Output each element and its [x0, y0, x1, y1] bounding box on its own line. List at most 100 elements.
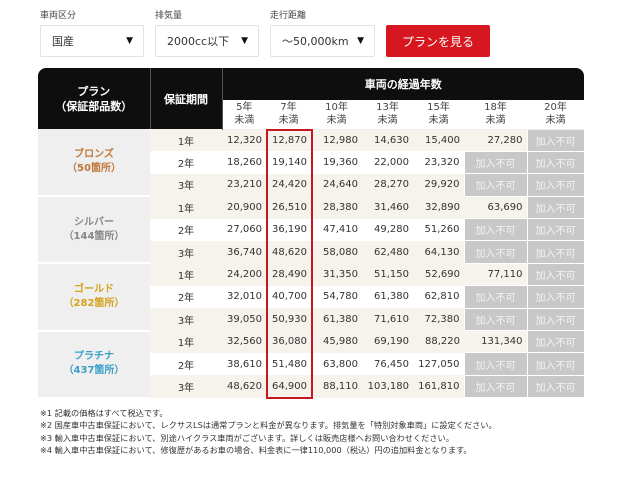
- view-plan-button[interactable]: プランを見る: [386, 25, 490, 57]
- price-cell: 12,980: [311, 129, 362, 152]
- year-line1: 10年: [325, 102, 348, 114]
- plan-name: ブロンズ: [74, 149, 114, 161]
- not-available-cell: 加入不可: [526, 307, 585, 332]
- price-cell: 12,870: [266, 129, 311, 152]
- not-available-cell: 加入不可: [463, 240, 528, 264]
- price-cell: 88,110: [311, 375, 362, 398]
- select-value: ～50,000km: [282, 35, 349, 48]
- header-years-title: 車両の経過年数: [222, 68, 585, 100]
- price-cell: 71,610: [362, 308, 413, 331]
- price-cell: 62,810: [413, 285, 464, 309]
- not-available-cell: 加入不可: [526, 173, 585, 197]
- header-period: 保証期間: [150, 68, 223, 129]
- period-cell: 3年: [150, 240, 222, 264]
- year-line2: 未満: [545, 115, 566, 127]
- not-available-cell: 加入不可: [526, 150, 585, 175]
- year-line1: 7年: [280, 102, 297, 114]
- not-available-cell: 加入不可: [463, 285, 528, 309]
- year-line2: 未満: [326, 115, 347, 127]
- filter-vehicle-type: 車両区分 国産 ▼: [40, 9, 144, 57]
- vehicle-type-select[interactable]: 国産 ▼: [40, 25, 144, 57]
- price-cell: 29,920: [413, 173, 464, 197]
- filter-label: 車両区分: [40, 11, 77, 21]
- price-cell: 161,810: [413, 375, 464, 398]
- price-cell: 39,050: [222, 308, 266, 331]
- header-year: 7年 未満: [266, 100, 311, 130]
- header-plan-line2: （保証部品数）: [55, 99, 133, 113]
- table-row: 3年 39,050 50,930 61,380 71,610 72,380 加入不可 加入不可: [38, 307, 585, 332]
- price-cell: 52,690: [413, 263, 464, 286]
- plan-name-cell: プラチナ （437箇所）: [38, 330, 150, 399]
- footnotes: ※1 記載の価格はすべて税込です。 ※2 国産車中古車保証において、レクサスLS…: [40, 407, 497, 457]
- header-plan: プラン （保証部品数）: [38, 68, 151, 129]
- table-row: プラチナ （437箇所） 1年 32,560 36,080 45,980 69,190 88,…: [38, 330, 585, 399]
- plan-name: シルバー: [74, 216, 114, 228]
- price-cell: 23,210: [222, 173, 266, 197]
- not-available-cell: 加入不可: [526, 262, 585, 287]
- price-cell: 28,380: [311, 196, 362, 219]
- table-row: ゴールド （282箇所） 1年 24,200 28,490 31,350 51,150 52,…: [38, 262, 585, 332]
- price-cell: 76,450: [362, 352, 413, 376]
- table-row: 2年 18,260 19,140 19,360 22,000 23,320 加入不可 加入不可: [38, 150, 585, 175]
- price-cell: 27,060: [222, 218, 266, 241]
- price-cell: 72,380: [413, 308, 464, 331]
- plan-name-cell: シルバー （144箇所）: [38, 196, 150, 265]
- not-available-cell: 加入不可: [526, 218, 585, 242]
- price-cell: 32,010: [222, 285, 266, 309]
- chevron-down-icon: ▼: [241, 36, 248, 46]
- year-line1: 15年: [427, 102, 450, 114]
- mileage-select[interactable]: ～50,000km ▼: [270, 25, 375, 57]
- price-cell: 62,480: [362, 240, 413, 264]
- price-cell: 32,890: [413, 196, 464, 219]
- displacement-select[interactable]: 2000cc以下 ▼: [155, 25, 259, 57]
- price-table: プラン （保証部品数） 保証期間 車両の経過年数 5年 未満 7年 未満 10年 未満 13…: [38, 68, 585, 399]
- price-cell: 14,630: [362, 129, 413, 152]
- period-cell: 1年: [150, 263, 222, 286]
- not-available-cell: 加入不可: [463, 150, 528, 175]
- price-cell: 63,800: [311, 352, 362, 376]
- price-cell: 28,270: [362, 173, 413, 197]
- year-line2: 未満: [278, 115, 299, 127]
- price-cell: 58,080: [311, 240, 362, 264]
- price-cell: 22,000: [362, 151, 413, 174]
- not-available-cell: 加入不可: [526, 374, 585, 399]
- period-cell: 2年: [150, 285, 222, 309]
- price-cell: 36,740: [222, 240, 266, 264]
- not-available-cell: 加入不可: [526, 240, 585, 264]
- price-cell: 54,780: [311, 285, 362, 309]
- price-cell: 51,260: [413, 218, 464, 241]
- price-cell: 103,180: [362, 375, 413, 398]
- price-cell: 31,460: [362, 196, 413, 219]
- plan-name: プラチナ: [74, 351, 114, 363]
- filter-label: 排気量: [155, 11, 183, 21]
- price-cell: 27,280: [464, 129, 527, 152]
- select-value: 2000cc以下: [167, 35, 230, 48]
- price-cell: 36,190: [266, 218, 311, 241]
- period-cell: 1年: [150, 129, 222, 152]
- period-cell: 3年: [150, 173, 222, 197]
- price-cell: 38,610: [222, 352, 266, 376]
- period-cell: 2年: [150, 218, 222, 241]
- price-cell: 18,260: [222, 151, 266, 174]
- year-line1: 13年: [376, 102, 399, 114]
- price-cell: 32,560: [222, 330, 266, 353]
- plan-name-cell: ゴールド （282箇所）: [38, 263, 150, 332]
- price-cell: 28,490: [266, 263, 311, 286]
- price-cell: 51,480: [266, 352, 311, 376]
- header-plan-line1: プラン: [77, 84, 111, 98]
- filter-mileage: 走行距離 ～50,000km ▼: [270, 9, 375, 57]
- year-line2: 未満: [485, 115, 506, 127]
- plan-part-count: （282箇所）: [63, 297, 125, 309]
- filter-displacement: 排気量 2000cc以下 ▼: [155, 9, 259, 57]
- price-cell: 50,930: [266, 308, 311, 331]
- price-cell: 49,280: [362, 218, 413, 241]
- year-line2: 未満: [428, 115, 449, 127]
- price-cell: 36,080: [266, 330, 311, 353]
- header-year: 20年 未満: [527, 100, 585, 130]
- not-available-cell: 加入不可: [526, 352, 585, 376]
- price-cell: 45,980: [311, 330, 362, 353]
- not-available-cell: 加入不可: [526, 285, 585, 309]
- price-cell: 51,150: [362, 263, 413, 286]
- price-cell: 48,620: [266, 240, 311, 264]
- price-cell: 24,200: [222, 263, 266, 286]
